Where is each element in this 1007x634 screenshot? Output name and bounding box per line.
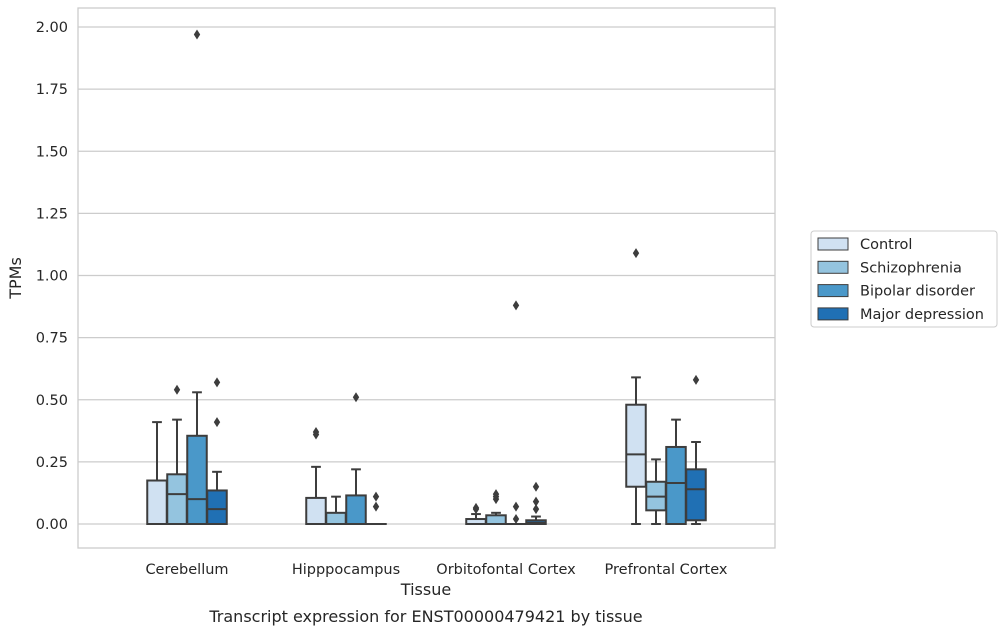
y-axis-ticks: 0.00 0.25 0.50 0.75 1.00 1.25 1.50 1.75 2.00 (36, 20, 68, 533)
outlier-point (512, 501, 520, 512)
x-tick-label: Orbitofontal Cortex (436, 562, 576, 578)
legend: Control Schizophrenia Bipolar disorder Majo… (810, 230, 998, 328)
outlier-point (512, 300, 520, 311)
box-group (645, 458, 667, 525)
box-iqr (665, 445, 687, 525)
legend-swatch (817, 307, 849, 321)
box-iqr (186, 434, 208, 525)
outlier-point (213, 417, 221, 428)
legend-swatch (817, 260, 849, 274)
outlier-point (312, 427, 320, 438)
box-group (505, 300, 527, 526)
outlier-point (193, 29, 201, 40)
y-tick-label: 0.50 (36, 393, 68, 409)
legend-label: Major depression (860, 307, 984, 323)
y-tick-label: 1.50 (36, 144, 68, 160)
outlier-point (472, 502, 480, 513)
legend-swatch (817, 237, 849, 251)
x-tick-label: Prefrontal Cortex (605, 562, 728, 578)
outlier-point (632, 248, 640, 259)
outlier-point (532, 504, 540, 515)
box-iqr (685, 468, 707, 522)
boxes (146, 29, 707, 526)
box-iqr (625, 403, 647, 488)
outlier-point (372, 501, 380, 512)
box-group (365, 491, 387, 526)
y-tick-label: 0.25 (36, 455, 68, 471)
box-group (525, 481, 547, 526)
box-iqr (345, 494, 367, 525)
chart-caption: Transcript expression for ENST0000047942… (208, 607, 642, 626)
box-iqr (166, 473, 188, 525)
y-tick-label: 1.25 (36, 206, 68, 222)
outlier-point (512, 514, 520, 525)
y-axis-label: TPMs (6, 257, 25, 300)
outlier-point (173, 384, 181, 395)
legend-label: Schizophrenia (860, 260, 962, 276)
x-axis-ticks: Cerebellum Hipppocampus Orbitofontal Corte… (145, 562, 727, 578)
box-group (146, 421, 168, 526)
box-group (186, 29, 208, 525)
y-tick-label: 0.75 (36, 331, 68, 347)
x-tick-label: Hipppocampus (292, 562, 400, 578)
box-group (166, 384, 188, 525)
box-iqr (485, 514, 507, 525)
y-tick-label: 1.00 (36, 269, 68, 285)
outlier-point (492, 489, 500, 500)
box-group (325, 495, 347, 526)
legend-label: Control (860, 237, 912, 253)
outlier-point (213, 377, 221, 388)
box-group (465, 502, 487, 526)
y-tick-label: 1.75 (36, 82, 68, 98)
x-axis-label: Tissue (400, 580, 451, 599)
plot-frame (77, 7, 776, 549)
outlier-point (532, 481, 540, 492)
box-iqr (206, 489, 228, 526)
legend-label: Bipolar disorder (860, 284, 975, 300)
x-tick-label: Cerebellum (145, 562, 228, 578)
box-group (305, 427, 327, 526)
outlier-point (532, 496, 540, 507)
box-iqr (305, 496, 327, 526)
box-iqr (146, 479, 168, 526)
y-tick-label: 2.00 (36, 20, 68, 36)
box-group (485, 489, 507, 525)
box-group (685, 374, 707, 525)
box-group (345, 392, 367, 525)
y-tick-label: 0.00 (36, 517, 68, 533)
legend-swatch (817, 284, 849, 298)
outlier-point (372, 491, 380, 502)
outlier-point (352, 392, 360, 403)
box-group (625, 248, 647, 525)
box-iqr (325, 511, 347, 526)
legend-frame (810, 230, 998, 328)
box-group (206, 377, 228, 526)
box-group (665, 418, 687, 525)
outlier-point (692, 374, 700, 385)
